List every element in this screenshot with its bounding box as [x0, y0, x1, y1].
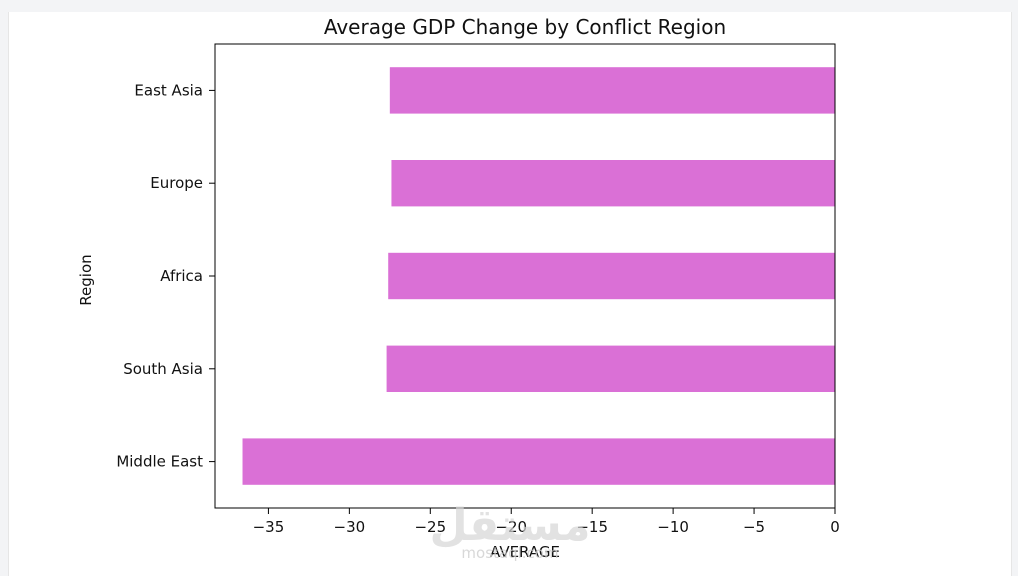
bars-group: [242, 67, 835, 485]
y-axis-label: Region: [77, 254, 95, 305]
watermark-url: mostaql.com: [461, 544, 558, 562]
bar-middle-east: [242, 438, 835, 485]
x-axis-label: AVERAGE: [490, 543, 560, 561]
x-tick-label: −5: [743, 518, 765, 536]
y-ticks-group: East Asia Europe Africa South Asia Middle Ea…: [116, 81, 215, 471]
watermark-arabic: مستقل: [430, 500, 591, 551]
bar-africa: [388, 252, 835, 300]
bar-east-asia: [389, 67, 835, 114]
x-tick-label: −35: [253, 518, 285, 536]
y-tick-label: South Asia: [123, 360, 203, 378]
y-tick-label: Africa: [160, 267, 203, 285]
x-tick-label: 0: [830, 518, 840, 536]
bar-europe: [391, 160, 835, 207]
x-tick-label: −10: [657, 518, 689, 536]
chart-title: Average GDP Change by Conflict Region: [324, 15, 726, 39]
plot-frame: [214, 43, 836, 509]
y-tick-label: Europe: [150, 174, 203, 192]
x-tick-label: −30: [334, 518, 366, 536]
x-tick-label: −20: [495, 518, 527, 536]
x-tick-label: −15: [576, 518, 608, 536]
x-tick-label: −25: [414, 518, 446, 536]
y-tick-label: Middle East: [116, 453, 203, 471]
bar-south-asia: [386, 345, 835, 392]
y-tick-label: East Asia: [134, 81, 203, 99]
x-ticks-group: −35 −30 −25 −20 −15 −10 −5 0: [253, 508, 840, 536]
